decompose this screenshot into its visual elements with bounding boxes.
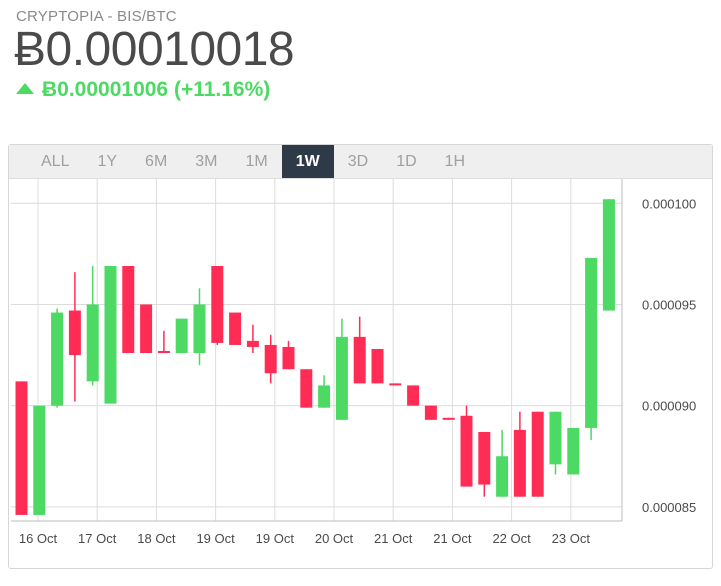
candle-body — [549, 411, 562, 465]
candle-body — [175, 318, 188, 354]
timeframe-tabs: ALL 1Y 6M 3M 1M 1W 3D 1D 1H — [9, 145, 712, 179]
candle-body — [424, 405, 437, 420]
x-tick-label: 19 Oct — [256, 531, 295, 546]
candle-body — [585, 257, 598, 428]
tab-1y[interactable]: 1Y — [97, 153, 118, 170]
candle-body — [496, 456, 509, 497]
price-change: Ƀ0.00001006 (+11.16%) — [16, 78, 270, 102]
x-tick-label: 21 Oct — [374, 531, 413, 546]
tab-1h[interactable]: 1H — [444, 153, 466, 170]
exchange-pair-label: CRYPTOPIA - BIS/BTC — [16, 8, 177, 25]
tab-3d[interactable]: 3D — [347, 153, 369, 170]
tab-1m[interactable]: 1M — [245, 153, 268, 170]
y-tick-label: 0.000100 — [642, 196, 696, 211]
current-price: Ƀ0.00010018 — [14, 23, 295, 76]
candle-body — [602, 199, 615, 311]
chart-panel: ALL 1Y 6M 3M 1M 1W 3D 1D 1H 0.000085 0.00… — [8, 144, 713, 569]
x-tick-label: 21 Oct — [433, 531, 472, 546]
candle-body — [531, 411, 544, 497]
candle-body — [407, 385, 420, 406]
candle-body — [513, 429, 526, 497]
x-tick-label: 19 Oct — [196, 531, 235, 546]
x-tick-label: 16 Oct — [19, 531, 58, 546]
y-tick-label: 0.000095 — [642, 297, 696, 312]
candle-body — [229, 312, 242, 345]
tab-3m[interactable]: 3M — [195, 153, 218, 170]
tab-all[interactable]: ALL — [41, 153, 70, 170]
tab-1d[interactable]: 1D — [396, 153, 417, 170]
x-tick-label: 17 Oct — [78, 531, 117, 546]
tab-6m[interactable]: 6M — [145, 153, 168, 170]
candle-body — [300, 369, 313, 408]
y-tick-label: 0.000085 — [642, 500, 696, 515]
x-tick-label: 18 Oct — [137, 531, 176, 546]
candle-body — [478, 431, 491, 485]
x-tick-label: 22 Oct — [492, 531, 531, 546]
candle-body — [33, 405, 46, 515]
candle-body — [442, 417, 455, 420]
candle-body — [389, 383, 402, 386]
candle-body — [140, 304, 153, 354]
candle-body — [335, 336, 348, 420]
candle-body — [15, 381, 28, 515]
candle-body — [353, 336, 366, 384]
candle-body — [264, 344, 277, 374]
candle-body — [282, 346, 295, 370]
x-tick-label: 20 Oct — [315, 531, 354, 546]
candle-body — [246, 340, 259, 347]
candlestick-chart: 0.000085 0.000090 0.000095 0.000100 16 Oct 17… — [11, 179, 696, 546]
tab-1w[interactable]: 1W — [281, 145, 334, 178]
candle-body — [51, 312, 64, 406]
candle-body — [193, 304, 206, 354]
candle-body — [567, 427, 580, 475]
triangle-up-icon — [16, 83, 34, 94]
candle-body — [122, 266, 135, 354]
candle-body — [104, 266, 117, 404]
price-change-value: Ƀ0.00001006 (+11.16%) — [42, 78, 271, 101]
candle-body — [157, 351, 170, 354]
candle-body — [460, 415, 473, 487]
candle-body — [86, 304, 99, 382]
candle-body — [68, 310, 81, 356]
candle-body — [211, 266, 224, 343]
candle-body — [318, 385, 331, 408]
y-tick-label: 0.000090 — [642, 399, 696, 414]
x-tick-label: 23 Oct — [552, 531, 591, 546]
candle-body — [371, 348, 384, 384]
